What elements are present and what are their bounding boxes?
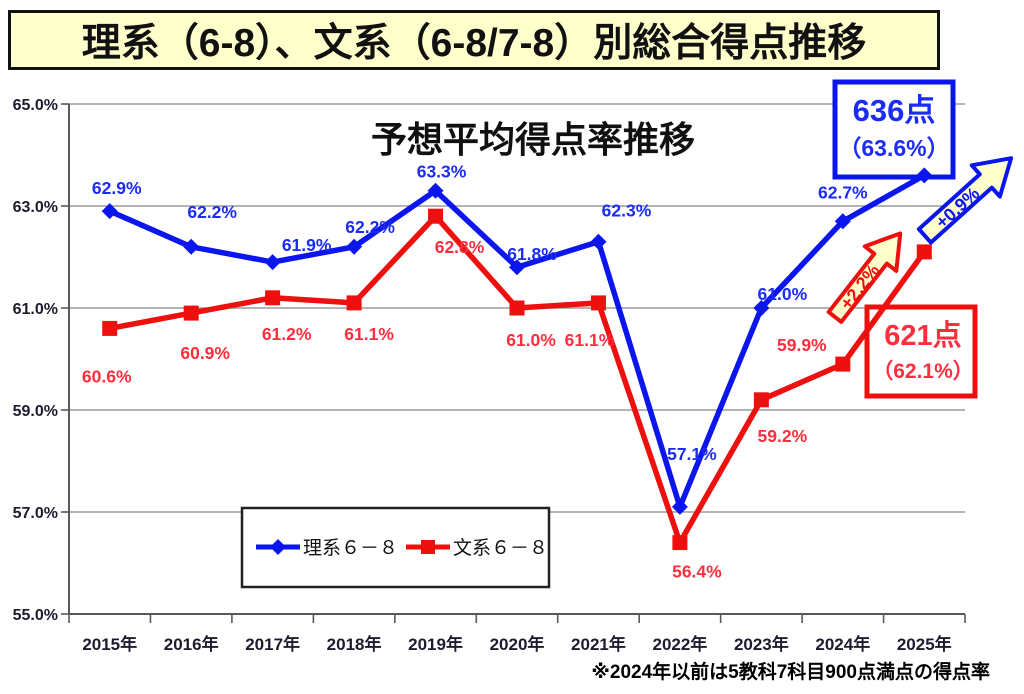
data-label: 61.1%	[565, 330, 615, 350]
data-label: 62.9%	[92, 178, 142, 198]
y-tick-label: 65.0%	[13, 97, 58, 114]
x-tick-label: 2017年	[245, 634, 300, 654]
data-label: 63.3%	[417, 162, 467, 182]
data-labels: 62.9% 62.2% 61.9% 62.2% 63.3% 61.8% 62.3% 57.1%…	[82, 162, 868, 582]
data-point	[916, 167, 933, 184]
data-label: 61.9%	[282, 235, 332, 255]
legend: 理系６－８ 文系６－８	[240, 506, 551, 589]
y-tick-label: 63.0%	[13, 199, 58, 216]
data-point	[102, 320, 118, 336]
y-tick-label: 55.0%	[13, 607, 58, 624]
x-tick-label: 2025年	[897, 634, 952, 654]
data-point	[428, 208, 444, 224]
arrow-label-blue: +0.9%	[932, 183, 984, 232]
data-label: 61.0%	[758, 284, 808, 304]
annotation-621-percent: （62.1%）	[872, 359, 974, 383]
data-label: 62.7%	[818, 182, 868, 202]
data-point	[834, 213, 851, 230]
annotation-636-percent: （63.6%）	[838, 135, 949, 161]
annotation-621-box: 621点 （62.1%）	[864, 304, 978, 399]
data-label: 59.9%	[777, 335, 827, 355]
axes: 55.0% 57.0% 59.0% 61.0% 63.0% 65.0% 2015年 2016年…	[13, 97, 966, 654]
page-title: 理系（6-8）、文系（6-8/7-8）別総合得点推移	[8, 10, 940, 70]
data-label: 56.4%	[672, 562, 722, 582]
data-point	[509, 259, 525, 276]
y-tick-label: 59.0%	[13, 403, 58, 420]
x-tick-label: 2018年	[327, 634, 382, 654]
data-label: 59.2%	[758, 426, 808, 446]
annotation-636-rect	[832, 79, 956, 180]
data-label: 61.1%	[344, 324, 394, 344]
legend-diamond-icon	[270, 539, 286, 555]
footnote: ※2024年以前は5教科7科目900点満点の得点率	[591, 660, 990, 683]
chart-title: 予想平均得点率推移	[371, 119, 695, 160]
data-point	[346, 295, 362, 311]
x-tick-label: 2021年	[571, 634, 626, 654]
data-point	[264, 254, 281, 271]
y-tick-label: 61.0%	[13, 301, 58, 318]
x-tick-label: 2016年	[164, 634, 219, 654]
data-point	[672, 535, 688, 551]
annotation-621-points: 621点	[884, 319, 961, 352]
data-point	[183, 238, 200, 255]
annotation-636-points: 636点	[853, 93, 936, 128]
data-point	[183, 305, 199, 321]
data-point	[509, 300, 525, 316]
legend-square-icon	[421, 540, 435, 554]
data-point	[835, 356, 851, 372]
data-label: 62.8%	[435, 237, 485, 257]
data-label: 60.6%	[82, 366, 132, 386]
data-point	[753, 392, 769, 408]
x-tick-label: 2020年	[490, 634, 545, 654]
data-label: 61.8%	[507, 244, 557, 264]
data-point	[590, 233, 607, 250]
x-tick-label: 2022年	[652, 634, 707, 654]
y-tick-label: 57.0%	[13, 505, 58, 522]
data-label: 57.1%	[667, 444, 717, 464]
arrow-shape-red	[826, 231, 903, 324]
data-point	[265, 290, 281, 306]
annotation-636-box: 636点 （63.6%）	[832, 79, 956, 180]
data-label: 62.2%	[187, 202, 237, 222]
data-label: 60.9%	[180, 343, 230, 363]
x-tick-label: 2024年	[815, 634, 870, 654]
data-point	[346, 238, 363, 255]
data-point	[753, 300, 770, 316]
data-point	[671, 498, 688, 515]
x-tick-label: 2019年	[408, 634, 463, 654]
x-tick-label: 2023年	[734, 634, 789, 654]
data-point	[590, 295, 606, 311]
legend-label-bunkei: 文系６－８	[453, 537, 548, 559]
legend-label-rikei: 理系６－８	[303, 537, 398, 559]
annotation-621-rect	[864, 304, 978, 399]
x-tick-label: 2015年	[82, 634, 137, 654]
data-label: 62.3%	[602, 201, 652, 221]
data-point	[427, 182, 444, 199]
data-point	[101, 203, 118, 220]
arrow-shape-blue	[916, 156, 1014, 245]
data-label: 61.2%	[262, 324, 312, 344]
data-point	[916, 244, 932, 260]
data-label: 61.0%	[506, 330, 556, 350]
series-lines	[101, 167, 933, 551]
data-label: 62.2%	[345, 217, 395, 237]
